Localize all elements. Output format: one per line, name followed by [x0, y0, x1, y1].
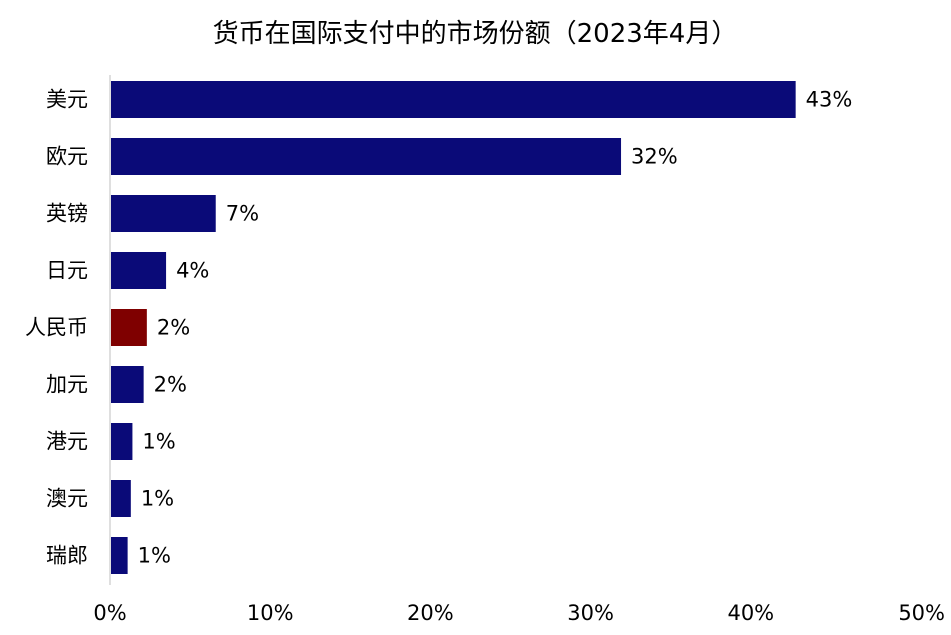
chart-title: 货币在国际支付中的市场份额（2023年4月） — [213, 19, 738, 49]
x-tick-label: 0% — [93, 601, 126, 625]
category-label: 欧元 — [46, 145, 88, 169]
data-label: 32% — [631, 145, 678, 169]
bar-5 — [111, 309, 147, 346]
category-label: 人民币 — [25, 316, 88, 340]
data-label: 2% — [154, 373, 187, 397]
x-axis-tick-labels: 0% 10% 20% 30% 40% 50% — [93, 601, 945, 625]
bar-8 — [111, 480, 131, 517]
data-label: 4% — [176, 259, 209, 283]
x-tick-label: 30% — [567, 601, 614, 625]
bars-layer — [111, 81, 796, 574]
bar-2 — [111, 138, 622, 175]
category-label: 澳元 — [46, 487, 88, 511]
bar-9 — [111, 537, 128, 574]
x-tick-label: 50% — [898, 601, 945, 625]
bar-1 — [111, 81, 796, 118]
data-label: 1% — [141, 487, 174, 511]
bar-3 — [111, 195, 216, 232]
category-label: 日元 — [46, 259, 88, 283]
category-label: 瑞郎 — [46, 544, 88, 568]
data-label: 1% — [138, 544, 171, 568]
bar-7 — [111, 423, 133, 460]
data-labels: 43% 32% 7% 4% 2% 2% 1% 1% 1% — [138, 88, 853, 568]
data-label: 2% — [157, 316, 190, 340]
data-label: 43% — [806, 88, 853, 112]
category-label: 英镑 — [46, 202, 88, 226]
bar-4 — [111, 252, 167, 289]
category-label: 美元 — [46, 88, 88, 112]
category-label: 港元 — [46, 430, 88, 454]
data-label: 7% — [226, 202, 259, 226]
data-label: 1% — [142, 430, 175, 454]
bar-6 — [111, 366, 144, 403]
category-label: 加元 — [46, 373, 88, 397]
x-tick-label: 20% — [407, 601, 454, 625]
x-tick-label: 10% — [247, 601, 294, 625]
x-tick-label: 40% — [727, 601, 774, 625]
